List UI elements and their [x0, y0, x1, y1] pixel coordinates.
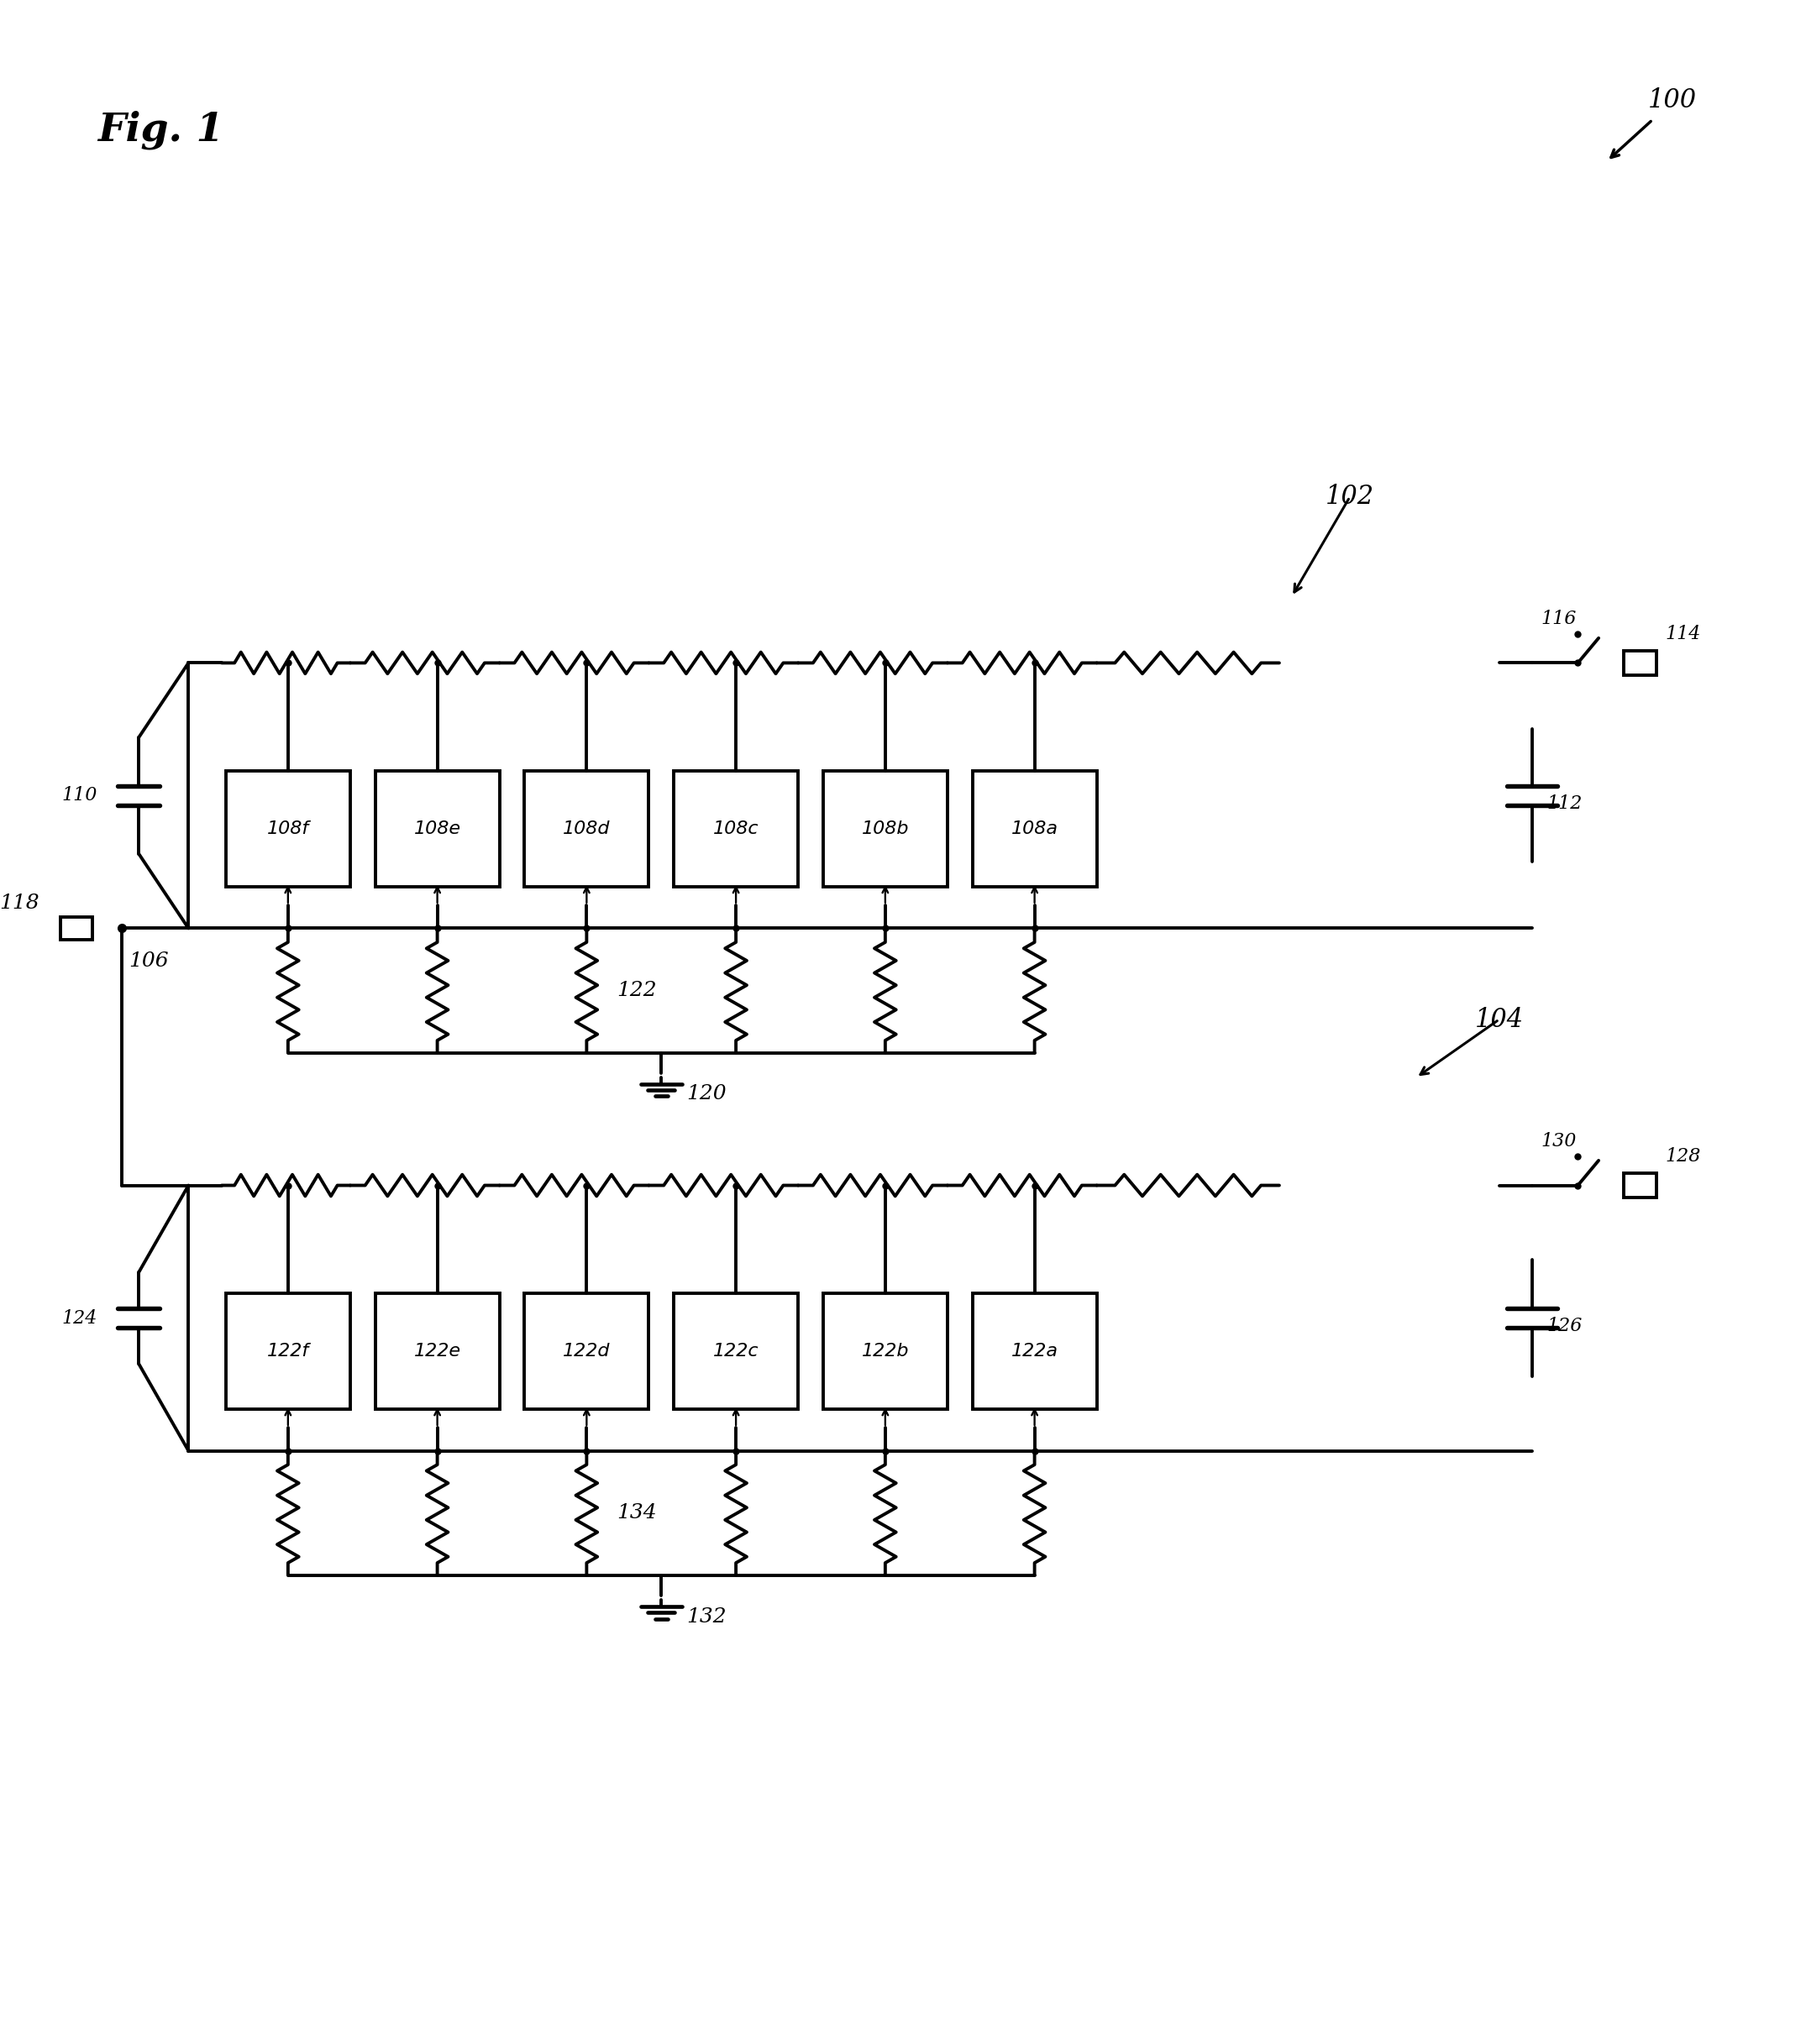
Text: 104: 104	[1476, 1006, 1524, 1032]
Text: 122f: 122f	[267, 1343, 309, 1359]
Text: 122c: 122c	[713, 1343, 759, 1359]
Bar	[824, 771, 948, 887]
Text: 108e: 108e	[414, 820, 461, 838]
Text: 134: 134	[616, 1502, 656, 1523]
Text: 106: 106	[128, 953, 168, 971]
Bar	[674, 771, 798, 887]
Text: 122e: 122e	[414, 1343, 461, 1359]
Bar	[226, 771, 350, 887]
Bar	[524, 771, 648, 887]
Bar	[524, 1294, 648, 1408]
Text: 108a: 108a	[1011, 820, 1058, 838]
Bar	[972, 771, 1096, 887]
Text: 112: 112	[1548, 795, 1582, 814]
Text: 110: 110	[61, 787, 98, 805]
Text: 108d: 108d	[563, 820, 610, 838]
Text: 116: 116	[1541, 609, 1577, 628]
Text: 118: 118	[0, 893, 40, 914]
Text: Fig. 1: Fig. 1	[98, 110, 224, 149]
Text: 122d: 122d	[563, 1343, 610, 1359]
Bar	[226, 1294, 350, 1408]
Bar	[824, 1294, 948, 1408]
Bar	[1624, 650, 1656, 675]
Text: 126: 126	[1548, 1316, 1582, 1335]
Text: 108f: 108f	[267, 820, 309, 838]
Bar	[61, 916, 92, 940]
Text: 120: 120	[686, 1085, 726, 1104]
Text: 128: 128	[1665, 1147, 1701, 1165]
Text: 132: 132	[686, 1607, 726, 1627]
Bar	[972, 1294, 1096, 1408]
Text: 124: 124	[61, 1308, 98, 1327]
Text: 108b: 108b	[861, 820, 908, 838]
Text: 102: 102	[1326, 484, 1374, 511]
Text: 100: 100	[1649, 88, 1698, 112]
Text: 130: 130	[1541, 1132, 1577, 1151]
Bar	[1624, 1173, 1656, 1198]
Text: 114: 114	[1665, 625, 1701, 644]
Text: 122: 122	[616, 981, 656, 1000]
Text: 122b: 122b	[861, 1343, 908, 1359]
Bar	[376, 771, 500, 887]
Text: 108c: 108c	[713, 820, 759, 838]
Bar	[674, 1294, 798, 1408]
Text: 122a: 122a	[1011, 1343, 1058, 1359]
Bar	[376, 1294, 500, 1408]
